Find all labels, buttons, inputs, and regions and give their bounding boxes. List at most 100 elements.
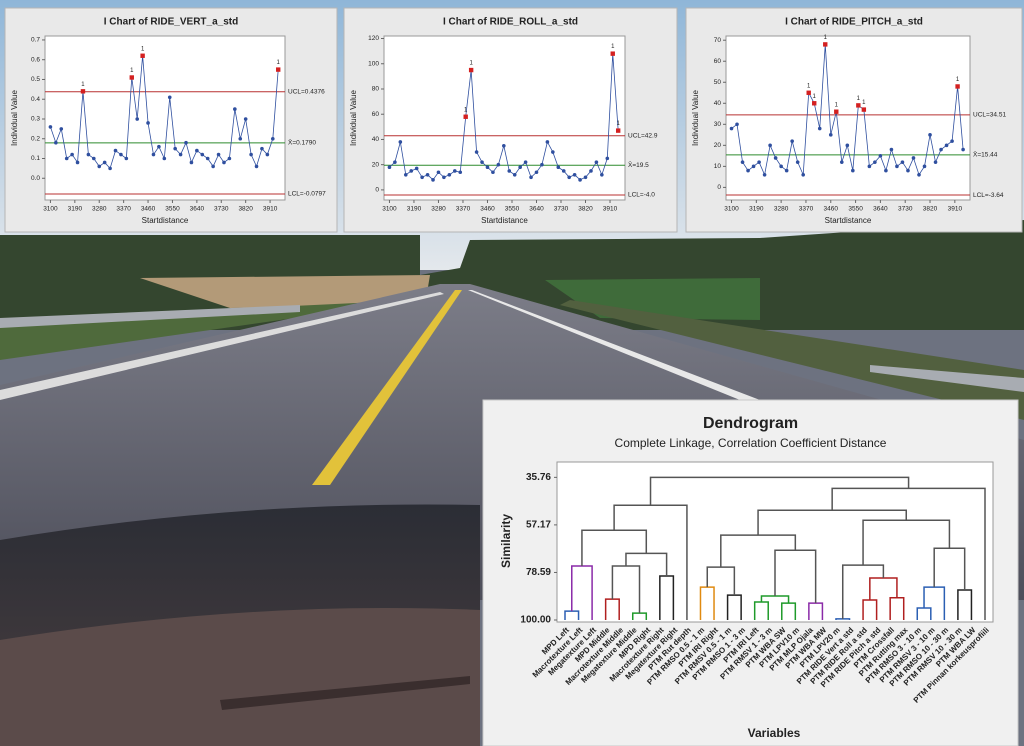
data-point	[828, 133, 833, 137]
x-tick-label: 3370	[799, 206, 814, 213]
x-tick-label: 3910	[263, 206, 278, 213]
y-tick-label: 50	[714, 79, 722, 86]
x-axis-label: Variables	[748, 726, 801, 740]
data-point	[173, 146, 177, 151]
data-point	[751, 164, 756, 169]
out-of-control-point	[129, 75, 134, 80]
chart-title: I Chart of RIDE_ROLL_a_std	[443, 17, 578, 28]
x-tick-label: 3550	[165, 206, 180, 213]
data-point	[600, 172, 604, 177]
chart-title: Dendrogram	[703, 415, 798, 432]
data-point	[227, 156, 232, 161]
data-point	[746, 168, 750, 173]
y-tick-label: 0.4	[31, 96, 40, 103]
x-tick-label: 3280	[431, 206, 446, 213]
x-tick-label: 3640	[873, 206, 888, 213]
data-point	[195, 148, 199, 153]
roadside-grass-right	[560, 300, 1024, 420]
data-point	[436, 170, 441, 175]
chart-subtitle: Complete Linkage, Correlation Coefficien…	[615, 436, 887, 450]
data-point	[64, 156, 69, 161]
flag-label: 1	[464, 107, 468, 113]
flag-label: 1	[277, 60, 281, 66]
data-point	[518, 165, 522, 169]
data-point	[167, 95, 172, 100]
data-point	[260, 146, 264, 151]
data-point	[911, 156, 916, 160]
data-point	[578, 178, 582, 182]
y-tick-label: 0	[717, 184, 721, 191]
cluster-link	[571, 565, 593, 620]
data-point	[551, 150, 555, 154]
data-point	[773, 156, 778, 160]
y-tick-label: 70	[714, 37, 722, 44]
x-tick-label: 3460	[824, 206, 839, 213]
data-point	[108, 166, 112, 171]
out-of-control-point	[610, 51, 615, 56]
x-tick-label: 3640	[190, 206, 205, 213]
x-axis-label: Startdistance	[142, 216, 189, 225]
control-line-label: X̄=19.5	[628, 161, 649, 169]
out-of-control-point	[823, 42, 828, 47]
flag-label: 1	[81, 82, 85, 88]
y-tick-label: 60	[372, 111, 380, 118]
dashboard-lower	[0, 608, 480, 746]
control-line-label: X̄=0.1790	[288, 139, 316, 147]
flag-label: 1	[857, 96, 861, 102]
data-point	[59, 127, 64, 131]
data-point	[906, 168, 910, 173]
flag-label: 1	[807, 83, 811, 89]
out-of-control-point	[615, 128, 621, 133]
x-axis-label: Startdistance	[825, 216, 872, 225]
y-tick-label: 0.0	[31, 175, 40, 182]
x-tick-label: 3370	[116, 206, 131, 213]
data-point	[757, 160, 761, 164]
cluster-link	[835, 618, 851, 620]
data-point	[928, 133, 932, 137]
data-point	[102, 160, 107, 165]
data-point	[491, 170, 495, 175]
x-tick-label: 3640	[529, 206, 544, 213]
data-point	[784, 168, 789, 173]
data-point	[922, 164, 927, 169]
x-tick-label: 3100	[724, 206, 739, 213]
plot-area	[725, 35, 971, 201]
data-point	[135, 117, 140, 121]
x-tick-label: 3190	[749, 206, 764, 213]
x-tick-label: 3730	[898, 206, 913, 213]
data-point	[545, 140, 550, 144]
data-point	[270, 136, 275, 141]
flag-label: 1	[956, 77, 960, 83]
data-point	[97, 164, 102, 169]
data-point	[425, 172, 430, 177]
out-of-control-point	[468, 67, 474, 73]
data-point	[184, 140, 188, 145]
data-point	[124, 156, 129, 161]
y-tick-label: 10	[714, 163, 722, 170]
data-point	[605, 156, 610, 161]
cluster-link	[916, 607, 932, 620]
data-point	[534, 170, 539, 175]
data-point	[238, 136, 243, 141]
cluster-link	[774, 549, 817, 604]
cluster-link	[613, 504, 688, 620]
y-tick-label: 0.1	[31, 155, 40, 162]
data-point	[540, 162, 544, 167]
data-point	[795, 160, 800, 164]
cluster-link	[760, 595, 790, 604]
flag-label: 1	[611, 44, 615, 50]
data-point	[884, 168, 888, 173]
y-tick-label: 40	[714, 100, 722, 107]
x-tick-label: 3100	[382, 206, 397, 213]
data-point	[512, 172, 517, 177]
data-point	[961, 147, 965, 152]
control-line-label: UCL=34.51	[973, 112, 1006, 119]
y-tick-label: 35.76	[526, 472, 551, 483]
data-point	[178, 152, 183, 157]
data-point	[762, 172, 767, 177]
data-point	[54, 140, 58, 145]
y-tick-label: 120	[368, 35, 379, 42]
control-line-label: UCL=42.9	[628, 133, 658, 140]
y-tick-label: 0	[375, 187, 379, 194]
